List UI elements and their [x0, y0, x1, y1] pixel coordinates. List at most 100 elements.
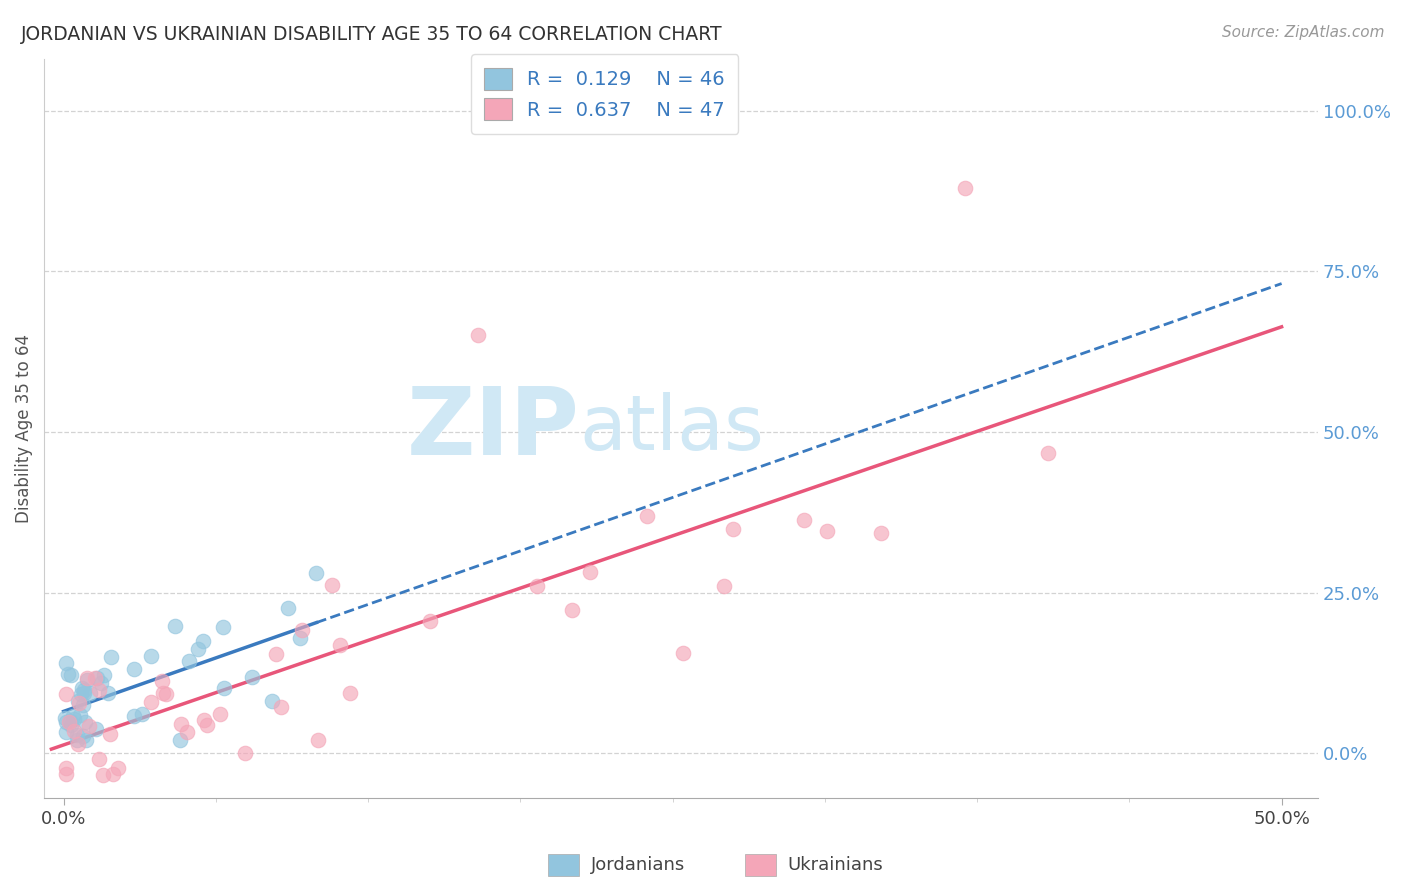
Y-axis label: Disability Age 35 to 64: Disability Age 35 to 64 [15, 334, 32, 523]
Point [90, 676, 112, 690]
Point [66, 694, 89, 708]
Point [150, 674, 173, 689]
Point [67, 697, 90, 711]
Point [53, 711, 76, 725]
Point [72, 698, 94, 712]
Text: atlas: atlas [579, 392, 763, 466]
Point [721, 522, 744, 536]
Point [93, 668, 115, 682]
Point [91, 768, 114, 782]
Point [77, 719, 100, 733]
Point [60, 668, 83, 682]
Point [98, 727, 121, 741]
Point [270, 699, 292, 714]
Point [76, 671, 98, 685]
Point [66, 733, 89, 747]
Point [262, 694, 284, 708]
Text: Source: ZipAtlas.com: Source: ZipAtlas.com [1222, 25, 1385, 40]
Point [66, 728, 89, 742]
Point [75, 733, 97, 747]
Point [56, 667, 79, 681]
Point [62, 708, 84, 723]
Point [84, 722, 107, 736]
Point [97, 686, 120, 700]
Point [208, 707, 231, 722]
Legend: R =  0.129    N = 46, R =  0.637    N = 47: R = 0.129 N = 46, R = 0.637 N = 47 [471, 54, 738, 134]
Point [467, 328, 489, 343]
Point [75, 714, 97, 729]
Point [165, 619, 187, 633]
Point [329, 638, 352, 652]
Point [59, 714, 82, 728]
Point [177, 654, 200, 668]
Point [233, 747, 256, 761]
Point [72, 729, 94, 743]
Point [176, 724, 198, 739]
Point [66, 737, 89, 751]
Point [321, 578, 343, 592]
Point [187, 641, 209, 656]
Point [211, 620, 233, 634]
Point [793, 513, 815, 527]
Point [419, 614, 441, 628]
Point [87, 752, 110, 766]
Point [62, 712, 84, 726]
Point [713, 579, 735, 593]
Point [291, 624, 314, 638]
Point [561, 603, 583, 617]
Point [122, 709, 145, 723]
Text: Jordanians: Jordanians [591, 855, 685, 874]
Point [139, 695, 162, 709]
Point [101, 767, 124, 781]
Point [70, 687, 93, 701]
Point [55, 656, 77, 670]
Point [84, 671, 107, 685]
Point [636, 508, 658, 523]
Point [152, 686, 174, 700]
Point [55, 725, 77, 739]
Point [55, 766, 77, 780]
Point [79, 685, 101, 699]
Point [191, 634, 214, 648]
Point [86, 672, 108, 686]
Point [193, 714, 215, 728]
Point [62, 723, 84, 738]
Point [107, 761, 129, 775]
Point [155, 687, 177, 701]
Point [170, 717, 193, 731]
Point [169, 733, 191, 747]
Point [131, 706, 153, 721]
Point [240, 670, 263, 684]
Point [55, 687, 77, 701]
Point [59, 718, 82, 732]
Point [277, 601, 299, 615]
Point [815, 524, 838, 538]
Point [579, 565, 602, 579]
Point [264, 647, 287, 661]
Point [526, 579, 548, 593]
Point [122, 662, 145, 676]
Point [339, 686, 361, 700]
Point [672, 646, 695, 660]
Point [288, 631, 311, 645]
Point [73, 686, 96, 700]
Point [55, 761, 77, 775]
Point [69, 708, 91, 723]
Text: JORDANIAN VS UKRAINIAN DISABILITY AGE 35 TO 64 CORRELATION CHART: JORDANIAN VS UKRAINIAN DISABILITY AGE 35… [21, 25, 723, 44]
Point [89, 683, 111, 698]
Point [195, 718, 218, 732]
Point [212, 681, 235, 695]
Text: ZIP: ZIP [406, 383, 579, 475]
Point [55, 715, 77, 730]
Point [73, 682, 96, 697]
Point [76, 673, 98, 687]
Point [70, 681, 93, 695]
Point [58, 715, 80, 730]
Point [141, 648, 163, 663]
Point [307, 733, 329, 747]
Point [953, 180, 976, 194]
Point [1036, 446, 1059, 460]
Text: Ukrainians: Ukrainians [787, 855, 883, 874]
Point [305, 566, 328, 581]
Point [870, 526, 893, 541]
